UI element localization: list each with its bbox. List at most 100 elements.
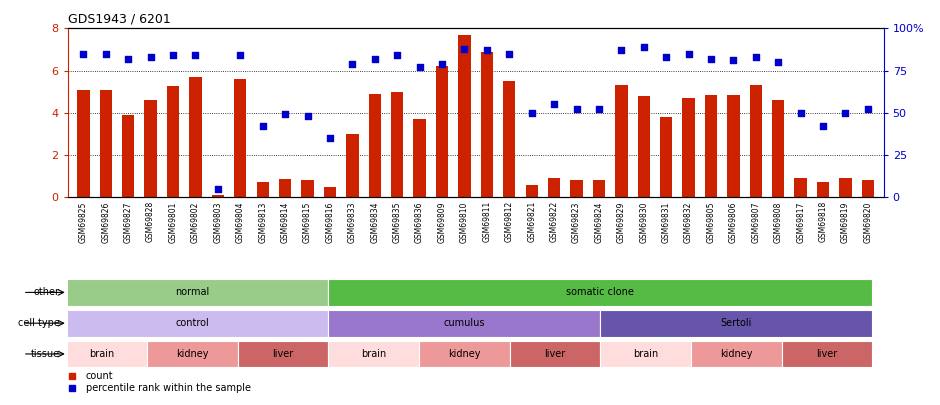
- Bar: [56, 279, 328, 306]
- Text: liver: liver: [544, 349, 566, 359]
- Point: [502, 51, 517, 57]
- Bar: [794, 178, 807, 197]
- Text: brain: brain: [89, 349, 115, 359]
- Text: somatic clone: somatic clone: [567, 288, 634, 297]
- Text: GSM69834: GSM69834: [370, 201, 379, 243]
- Text: GSM69832: GSM69832: [684, 201, 693, 243]
- Point: [748, 54, 763, 60]
- Point: [793, 110, 808, 116]
- Point: [816, 123, 831, 130]
- Point: [659, 54, 674, 60]
- Bar: [637, 96, 650, 197]
- Bar: [234, 79, 246, 197]
- Point: [76, 51, 91, 57]
- Bar: [728, 95, 740, 197]
- Bar: [750, 85, 762, 197]
- Text: cumulus: cumulus: [444, 318, 485, 328]
- Bar: [302, 180, 314, 197]
- Point: [591, 106, 606, 113]
- Text: count: count: [86, 371, 113, 381]
- Bar: [459, 35, 471, 197]
- Bar: [328, 310, 601, 337]
- Bar: [189, 77, 201, 197]
- Text: liver: liver: [273, 349, 293, 359]
- Text: kidney: kidney: [448, 349, 480, 359]
- Bar: [328, 279, 872, 306]
- Text: GSM69817: GSM69817: [796, 201, 806, 243]
- Bar: [100, 90, 112, 197]
- Point: [255, 123, 270, 130]
- Text: GSM69827: GSM69827: [124, 201, 133, 243]
- Text: brain: brain: [361, 349, 386, 359]
- Point: [434, 61, 449, 67]
- Point: [300, 113, 315, 119]
- Text: GSM69809: GSM69809: [437, 201, 446, 243]
- Bar: [548, 178, 560, 197]
- Bar: [167, 86, 180, 197]
- Bar: [56, 341, 147, 367]
- Point: [322, 135, 337, 141]
- Text: normal: normal: [175, 288, 210, 297]
- Point: [569, 106, 584, 113]
- Text: GSM69821: GSM69821: [527, 201, 536, 243]
- Point: [143, 54, 158, 60]
- Bar: [414, 119, 426, 197]
- Text: GSM69825: GSM69825: [79, 201, 87, 243]
- Text: GSM69819: GSM69819: [841, 201, 850, 243]
- Text: control: control: [176, 318, 210, 328]
- Text: kidney: kidney: [720, 349, 753, 359]
- Text: GSM69814: GSM69814: [281, 201, 290, 243]
- Point: [233, 52, 248, 59]
- Bar: [346, 134, 358, 197]
- Text: GSM69826: GSM69826: [102, 201, 110, 243]
- Text: tissue: tissue: [30, 349, 59, 359]
- Bar: [817, 183, 829, 197]
- Text: Sertoli: Sertoli: [721, 318, 752, 328]
- Text: GSM69835: GSM69835: [393, 201, 401, 243]
- Bar: [601, 341, 691, 367]
- Text: GSM69833: GSM69833: [348, 201, 357, 243]
- Bar: [781, 341, 872, 367]
- Point: [771, 59, 786, 65]
- Text: GSM69802: GSM69802: [191, 201, 200, 243]
- Point: [277, 111, 292, 118]
- Text: GSM69820: GSM69820: [864, 201, 872, 243]
- Point: [345, 61, 360, 67]
- Text: GSM69830: GSM69830: [639, 201, 649, 243]
- Bar: [503, 81, 515, 197]
- Text: cell type: cell type: [18, 318, 59, 328]
- Bar: [480, 51, 493, 197]
- Point: [188, 52, 203, 59]
- Point: [390, 52, 405, 59]
- Bar: [419, 341, 509, 367]
- Text: GSM69804: GSM69804: [236, 201, 244, 243]
- Bar: [509, 341, 601, 367]
- Bar: [145, 100, 157, 197]
- Text: GSM69836: GSM69836: [415, 201, 424, 243]
- Text: GSM69803: GSM69803: [213, 201, 223, 243]
- Bar: [525, 185, 538, 197]
- Bar: [660, 117, 672, 197]
- Bar: [328, 341, 419, 367]
- Bar: [839, 178, 852, 197]
- Text: GSM69828: GSM69828: [146, 201, 155, 243]
- Bar: [238, 341, 328, 367]
- Point: [860, 106, 875, 113]
- Text: GSM69812: GSM69812: [505, 201, 514, 243]
- Text: kidney: kidney: [176, 349, 209, 359]
- Text: GSM69816: GSM69816: [325, 201, 335, 243]
- Bar: [77, 90, 89, 197]
- Text: GSM69822: GSM69822: [550, 201, 558, 243]
- Text: liver: liver: [816, 349, 838, 359]
- Point: [211, 185, 226, 192]
- Bar: [56, 310, 328, 337]
- Bar: [147, 341, 238, 367]
- Bar: [682, 98, 695, 197]
- Text: GSM69808: GSM69808: [774, 201, 783, 243]
- Text: GSM69805: GSM69805: [707, 201, 715, 243]
- Bar: [436, 66, 448, 197]
- Point: [703, 55, 718, 62]
- Bar: [615, 85, 628, 197]
- Point: [546, 101, 561, 108]
- Bar: [772, 100, 784, 197]
